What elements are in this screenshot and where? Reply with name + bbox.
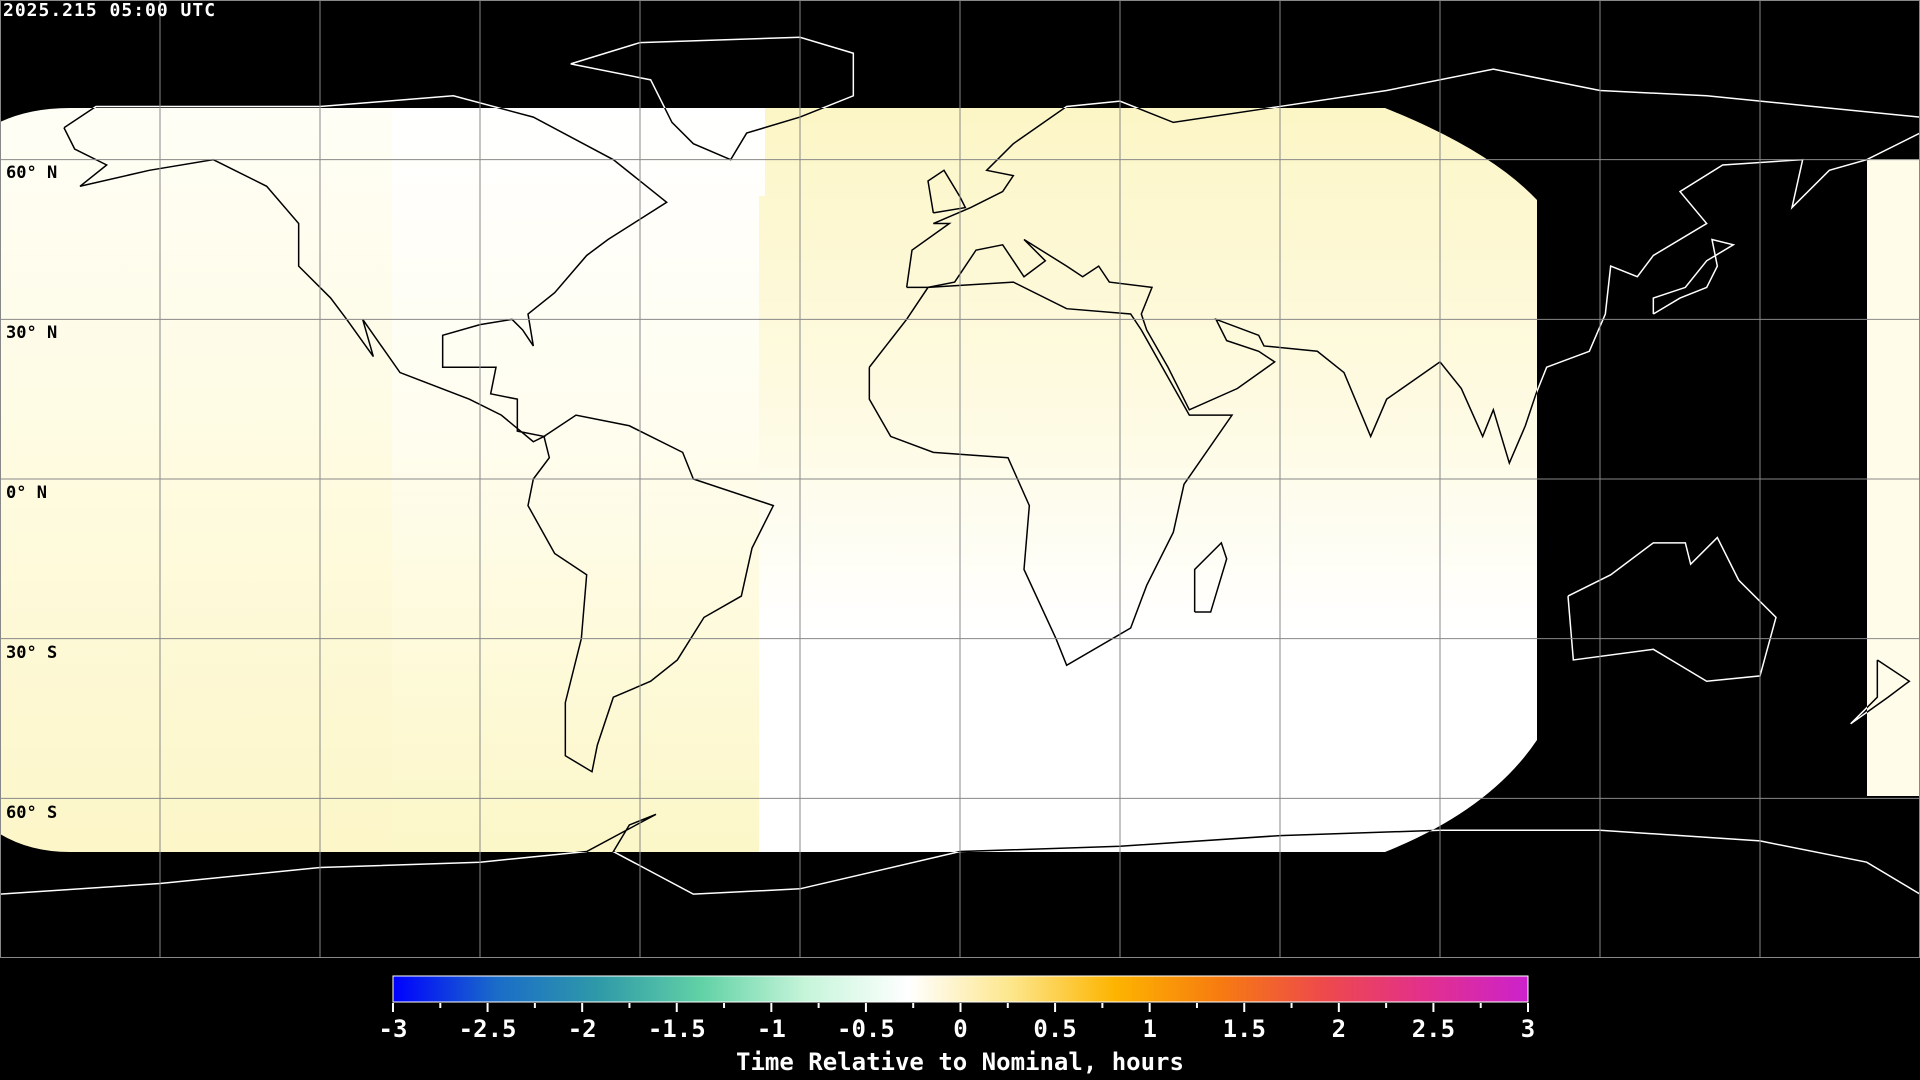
lat-label-30n: 30° N — [6, 323, 58, 343]
world-map — [0, 0, 1920, 958]
colorbar-tick-label: -1.5 — [648, 1015, 706, 1043]
daylight-region-west-a — [0, 108, 392, 852]
colorbar-tick-label: 0 — [953, 1015, 967, 1043]
graticule — [0, 0, 1920, 958]
timestamp-label: 2025.215 05:00 UTC — [3, 0, 217, 21]
colorbar-tick-label: 3 — [1521, 1015, 1535, 1043]
daylight-region-central — [759, 108, 1537, 852]
coastline-greenland — [570, 108, 855, 161]
coastline-south-america — [527, 414, 775, 773]
colorbar-tick-label: 1.5 — [1223, 1015, 1266, 1043]
daylight-region-west-b — [392, 108, 802, 852]
colorbar-tick-label: -1 — [757, 1015, 786, 1043]
colorbar-tick-label: -2 — [568, 1015, 597, 1043]
lat-label-30s: 30° S — [6, 643, 58, 663]
daylight-region-east — [1867, 159, 1920, 796]
coastline-antarctica — [0, 813, 1920, 895]
colorbar-tick-label: 1 — [1142, 1015, 1156, 1043]
colorbar-tick-label: -3 — [379, 1015, 408, 1043]
colorbar-gradient — [392, 975, 1529, 1003]
coastline-africa — [868, 281, 1234, 667]
lat-label-equator: 0° N — [6, 483, 47, 503]
lat-label-60n: 60° N — [6, 163, 58, 183]
lat-label-60s: 60° S — [6, 803, 58, 823]
coastline-new-zealand — [1850, 659, 1911, 725]
colorbar-tick-label: 2.5 — [1412, 1015, 1455, 1043]
coastline-eurasia — [905, 108, 1920, 466]
colorbar-title: Time Relative to Nominal, hours — [736, 1048, 1184, 1076]
colorbar-tick-label: 0.5 — [1033, 1015, 1076, 1043]
coastline-australia — [1567, 536, 1777, 683]
coastline-japan — [1652, 238, 1736, 315]
colorbar-tick-label: -0.5 — [837, 1015, 895, 1043]
coastline-north-america — [63, 108, 668, 443]
colorbar-tick-label: -2.5 — [459, 1015, 517, 1043]
colorbar: -3 -2.5 -2 -1.5 -1 -0.5 0 0.5 1 1.5 2 2.5 3 Time Rel… — [379, 975, 1535, 1076]
coastline-madagascar — [1193, 541, 1228, 613]
colorbar-tick-label: 2 — [1332, 1015, 1346, 1043]
